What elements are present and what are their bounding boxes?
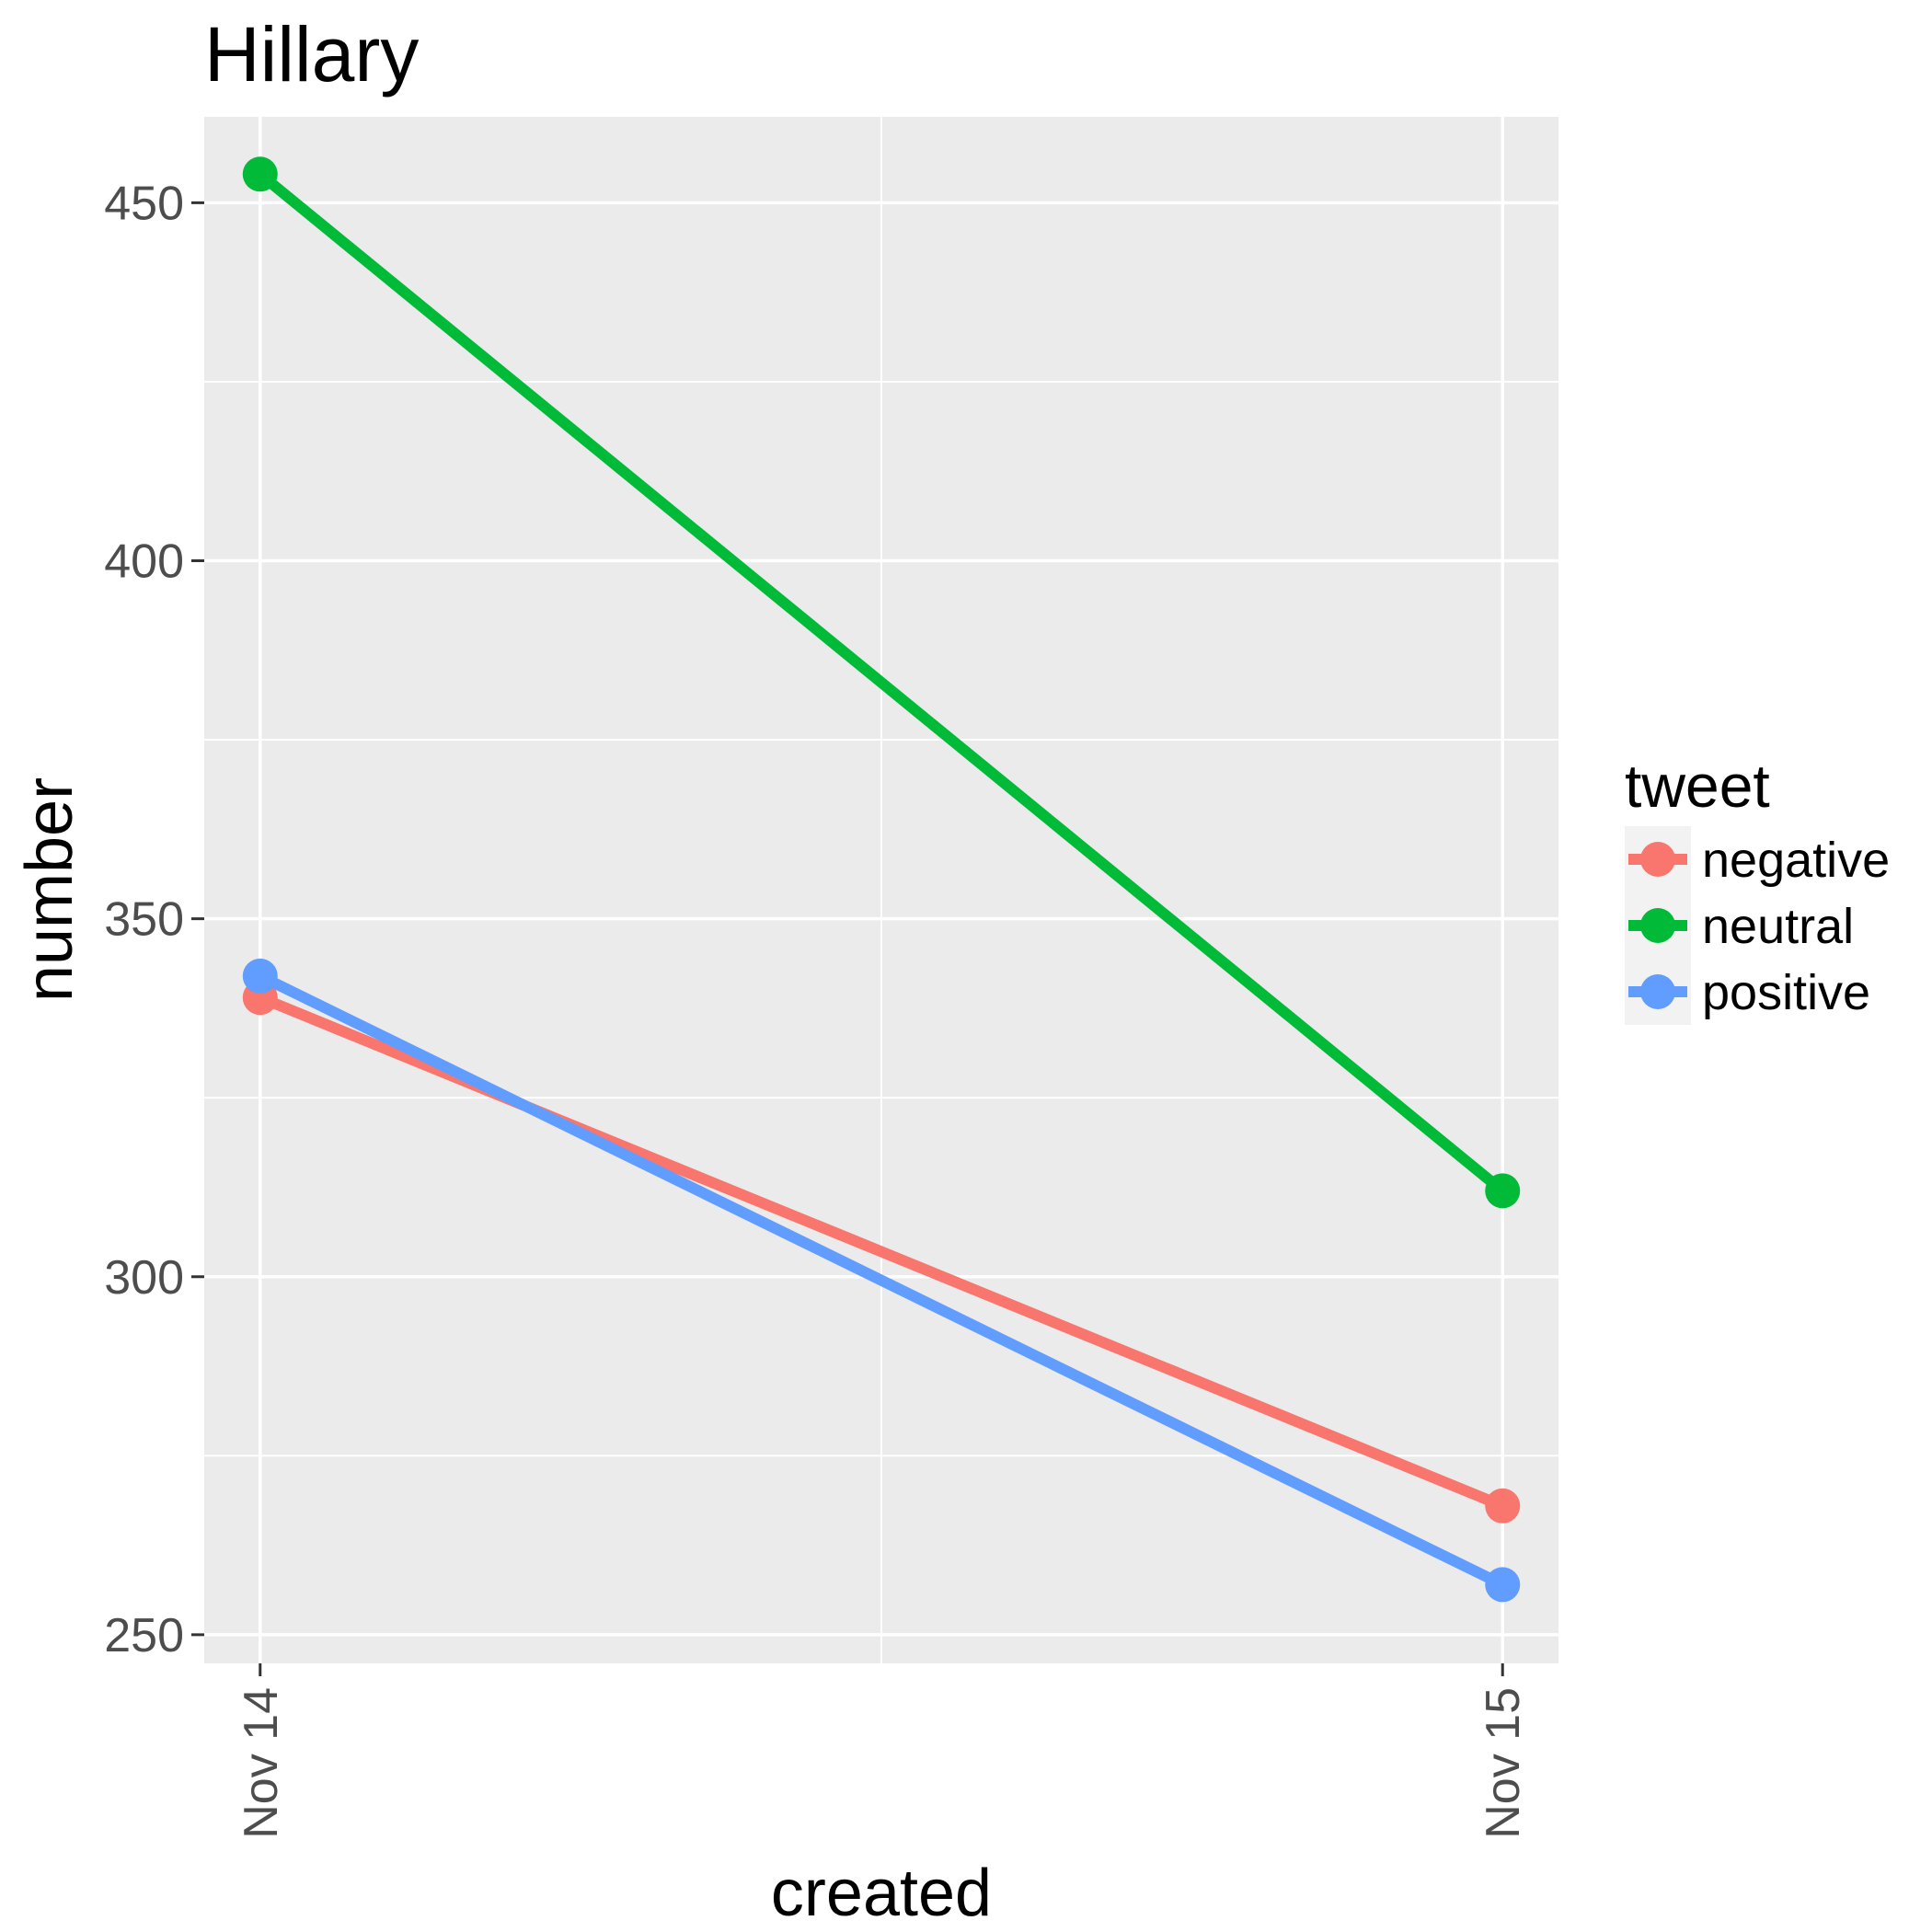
- legend-item-neutral: neutral: [1625, 892, 1854, 959]
- series-neutral: [242, 156, 1521, 1209]
- series-positive: [242, 958, 1521, 1603]
- data-point-positive: [242, 958, 278, 994]
- y-axis-title: number: [13, 777, 86, 1002]
- x-tick-label: Nov 14: [235, 1687, 288, 1839]
- series-lines: [242, 156, 1521, 1603]
- legend-item-positive: positive: [1625, 959, 1870, 1025]
- legend-key-point: [1640, 974, 1675, 1009]
- legend-key-point: [1640, 908, 1675, 943]
- x-tick-labels: Nov 14 Nov 15: [235, 1687, 1530, 1839]
- y-tick-label: 300: [104, 1251, 184, 1305]
- x-axis-title: created: [771, 1857, 992, 1930]
- y-tick-label: 400: [104, 535, 184, 589]
- y-tick-labels: 250 300 350 400 450: [104, 177, 184, 1662]
- axis-ticks: [191, 201, 1504, 1676]
- data-point-neutral: [1485, 1173, 1521, 1209]
- y-tick-label: 250: [104, 1609, 184, 1662]
- legend-label: negative: [1702, 833, 1890, 888]
- y-tick-label: 450: [104, 177, 184, 230]
- legend-label: positive: [1702, 965, 1870, 1020]
- x-tick-label: Nov 15: [1477, 1687, 1530, 1839]
- series-line-neutral: [256, 169, 1507, 1196]
- legend-key-point: [1640, 842, 1675, 877]
- chart-title: Hillary: [204, 11, 419, 98]
- data-point-neutral: [242, 156, 278, 192]
- legend-item-negative: negative: [1625, 826, 1890, 892]
- legend-items: negative neutral positive: [1625, 826, 1890, 1025]
- data-point-negative: [1485, 1488, 1521, 1524]
- legend-title: tweet: [1625, 752, 1770, 820]
- legend: tweet negative neutral positive: [1625, 752, 1890, 1025]
- y-tick-label: 350: [104, 893, 184, 947]
- legend-label: neutral: [1702, 899, 1854, 954]
- data-point-positive: [1485, 1567, 1521, 1603]
- series-line-positive: [258, 971, 1505, 1590]
